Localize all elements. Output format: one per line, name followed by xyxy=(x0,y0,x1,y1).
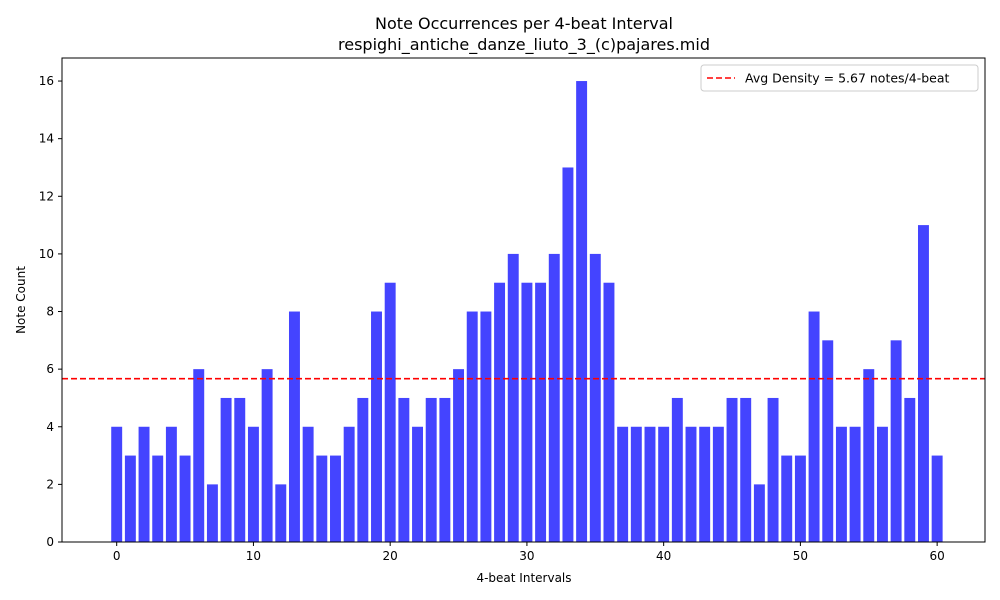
y-tick-label: 8 xyxy=(46,305,54,319)
bar-interval-45 xyxy=(726,397,738,542)
x-axis-label: 4-beat Intervals xyxy=(476,571,571,585)
bar-interval-59 xyxy=(917,225,929,542)
bar-interval-20 xyxy=(384,282,396,542)
bar-interval-11 xyxy=(261,369,273,542)
bar-interval-25 xyxy=(453,369,465,542)
x-tick-label: 60 xyxy=(930,549,945,563)
y-axis-ticks: 0 2 4 6 8 10 12 14 16 xyxy=(39,74,62,549)
bar-interval-47 xyxy=(753,484,765,542)
bar-interval-41 xyxy=(671,397,683,542)
bar-interval-55 xyxy=(863,369,875,542)
bar-interval-49 xyxy=(781,455,793,542)
bar-interval-13 xyxy=(288,311,300,542)
bar-interval-9 xyxy=(234,397,246,542)
bar-interval-52 xyxy=(822,340,834,542)
bar-interval-24 xyxy=(439,397,451,542)
x-axis-ticks: 0 10 20 30 40 50 60 xyxy=(113,542,945,563)
bars-group xyxy=(111,81,943,543)
bar-interval-1 xyxy=(124,455,136,542)
bar-interval-28 xyxy=(494,282,506,542)
bar-interval-43 xyxy=(699,426,711,542)
bar-interval-38 xyxy=(630,426,642,542)
bar-interval-60 xyxy=(931,455,943,542)
bar-interval-10 xyxy=(247,426,259,542)
bar-interval-6 xyxy=(193,369,205,542)
bar-interval-44 xyxy=(712,426,724,542)
bar-interval-2 xyxy=(138,426,150,542)
bar-interval-3 xyxy=(152,455,164,542)
bar-interval-39 xyxy=(644,426,656,542)
y-axis-label: Note Count xyxy=(14,266,28,334)
bar-interval-34 xyxy=(576,81,588,543)
y-tick-label: 12 xyxy=(39,189,54,203)
y-tick-label: 6 xyxy=(46,362,54,376)
x-tick-label: 20 xyxy=(383,549,398,563)
bar-interval-31 xyxy=(535,282,547,542)
bar-interval-54 xyxy=(849,426,861,542)
bar-interval-30 xyxy=(521,282,533,542)
bar-interval-37 xyxy=(617,426,629,542)
bar-interval-48 xyxy=(767,397,779,542)
bar-interval-36 xyxy=(603,282,615,542)
y-tick-label: 10 xyxy=(39,247,54,261)
bar-interval-21 xyxy=(398,397,410,542)
bar-interval-17 xyxy=(343,426,355,542)
x-tick-label: 0 xyxy=(113,549,121,563)
bar-interval-4 xyxy=(165,426,177,542)
bar-interval-27 xyxy=(480,311,492,542)
bar-interval-8 xyxy=(220,397,232,542)
y-tick-label: 16 xyxy=(39,74,54,88)
bar-interval-53 xyxy=(835,426,847,542)
bar-interval-33 xyxy=(562,167,574,542)
bar-interval-7 xyxy=(206,484,218,542)
bar-interval-16 xyxy=(330,455,341,542)
x-tick-label: 10 xyxy=(246,549,261,563)
bar-interval-29 xyxy=(507,253,519,542)
legend: Avg Density = 5.67 notes/4-beat xyxy=(700,64,979,92)
bar-interval-5 xyxy=(179,455,191,542)
y-tick-label: 4 xyxy=(46,420,54,434)
bar-interval-46 xyxy=(740,397,752,542)
bar-interval-23 xyxy=(425,397,437,542)
x-tick-label: 40 xyxy=(656,549,671,563)
bar-interval-57 xyxy=(890,340,902,542)
bar-interval-0 xyxy=(111,426,123,542)
y-tick-label: 0 xyxy=(46,535,54,549)
bar-interval-15 xyxy=(316,455,328,542)
bar-interval-51 xyxy=(808,311,820,542)
x-tick-label: 30 xyxy=(519,549,534,563)
y-tick-label: 14 xyxy=(39,132,54,146)
bar-interval-56 xyxy=(876,426,888,542)
bar-interval-35 xyxy=(589,253,601,542)
bar-interval-32 xyxy=(548,253,560,542)
legend-label: Avg Density = 5.67 notes/4-beat xyxy=(745,71,950,86)
bar-interval-12 xyxy=(275,484,287,542)
plot-frame xyxy=(61,57,986,543)
legend-box xyxy=(700,64,979,92)
bar-interval-50 xyxy=(794,455,806,542)
x-tick-label: 50 xyxy=(793,549,808,563)
bar-interval-40 xyxy=(658,426,670,542)
bar-interval-42 xyxy=(685,426,697,542)
bar-interval-22 xyxy=(412,426,423,542)
bar-interval-26 xyxy=(466,311,478,542)
bar-interval-58 xyxy=(904,397,916,542)
bar-interval-19 xyxy=(371,311,382,542)
y-tick-label: 2 xyxy=(46,477,54,491)
chart-title: Note Occurrences per 4-beat Interval xyxy=(375,14,673,33)
bar-interval-18 xyxy=(357,397,369,542)
chart-subtitle: respighi_antiche_danze_liuto_3_(c)pajare… xyxy=(338,35,710,55)
bar-interval-14 xyxy=(302,426,314,542)
